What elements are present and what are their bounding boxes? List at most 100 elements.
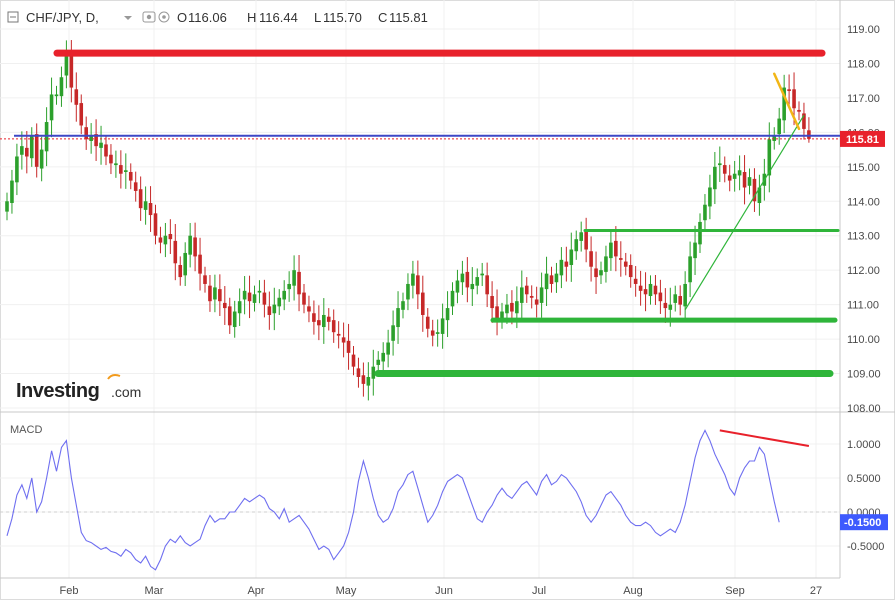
candle-body — [534, 299, 539, 305]
candle-body — [114, 163, 118, 166]
candle-body — [599, 270, 603, 276]
high-label: H — [247, 10, 256, 25]
macd-tick-label: 1.0000 — [847, 439, 881, 451]
candle-body — [663, 302, 668, 309]
gear-icon-center — [162, 15, 166, 19]
candle-body — [109, 154, 113, 164]
time-tick-label: 27 — [810, 585, 822, 597]
candle-body — [297, 271, 301, 295]
collapse-icon[interactable] — [7, 11, 19, 23]
macd-grid — [0, 443, 840, 547]
macd-series — [6, 429, 810, 571]
logo-swoosh — [107, 374, 121, 380]
low-label: L — [314, 10, 321, 25]
candle-body — [609, 242, 613, 259]
macd-divergence-line — [719, 429, 810, 448]
candle-body — [376, 359, 381, 365]
candle-body — [99, 142, 103, 148]
time-tick-label: Mar — [145, 585, 164, 597]
candle-body — [89, 135, 93, 141]
candle-body — [584, 230, 588, 250]
candle-body — [326, 316, 331, 322]
last-price-tag-box — [840, 130, 885, 147]
macd-line — [6, 429, 780, 571]
candle-body — [15, 156, 19, 183]
candle-body — [10, 180, 14, 203]
eye-icon[interactable] — [142, 11, 156, 23]
trendline — [684, 114, 805, 311]
candle-body — [668, 304, 673, 310]
candle-body — [371, 366, 376, 379]
candle-body — [450, 290, 455, 307]
candle-body — [158, 237, 163, 243]
candle-body — [29, 135, 34, 159]
candle-body — [520, 287, 524, 303]
candle-body — [307, 306, 311, 312]
candle-body — [643, 289, 648, 295]
candle-body — [425, 316, 430, 329]
candle-body — [381, 352, 385, 362]
time-tick-label: Jul — [532, 585, 546, 597]
candle-body — [500, 311, 504, 321]
candle-body — [480, 273, 484, 276]
candle-body — [490, 296, 494, 309]
candle-body — [703, 204, 707, 221]
candle-body — [257, 290, 262, 293]
price-tick-label: 114.00 — [847, 196, 880, 208]
candle-body — [178, 265, 183, 278]
candle-body — [742, 171, 747, 188]
candle-body — [747, 177, 752, 186]
candle-body — [421, 292, 425, 315]
candle-body — [485, 275, 489, 295]
price-axis: 108.00 109.00 110.00 111.00 112.00 113.00 114.… — [847, 24, 881, 415]
candle-body — [203, 275, 207, 284]
candle-body — [84, 127, 88, 140]
candle-body — [173, 240, 178, 264]
candle-body — [727, 175, 732, 181]
candle-body — [787, 89, 791, 92]
time-tick-label: Aug — [623, 585, 643, 597]
candle-body — [579, 232, 583, 241]
last-price-tag-text: 115.81 — [846, 134, 879, 146]
last-macd-tag: -0.1500 — [840, 514, 888, 531]
chevron-down-icon[interactable] — [124, 16, 132, 20]
candle-body — [39, 149, 44, 169]
investing-logo: Investing .com — [16, 374, 141, 402]
candle-body — [564, 261, 569, 267]
low-value: 115.70 — [323, 10, 362, 25]
candle-body — [411, 273, 415, 286]
price-tick-label: 117.00 — [847, 93, 880, 105]
candle-body — [366, 376, 371, 386]
macd-tick-label: -0.5000 — [847, 541, 884, 553]
candle-body — [475, 277, 480, 286]
candle-body — [807, 130, 811, 139]
candle-body — [391, 325, 395, 341]
candle-body — [227, 306, 232, 326]
time-tick-label: Feb — [60, 585, 79, 597]
candle-body — [59, 77, 64, 97]
candle-body — [168, 234, 173, 240]
high-value: 116.44 — [259, 10, 298, 25]
candle-body — [455, 280, 460, 293]
candle-body — [223, 302, 227, 309]
candle-body — [683, 283, 687, 307]
gear-icon[interactable] — [158, 11, 170, 23]
candle-body — [282, 290, 286, 300]
candle-body — [25, 147, 29, 157]
candle-body — [544, 273, 549, 290]
candle-body — [69, 54, 74, 88]
price-tick-label: 115.00 — [847, 162, 880, 174]
candle-body — [247, 292, 252, 302]
candle-body — [737, 170, 742, 176]
candle-body — [688, 256, 692, 283]
candle-body — [336, 333, 341, 336]
candle-body — [386, 342, 390, 355]
candle-body — [722, 165, 727, 174]
candle-body — [678, 296, 682, 305]
candle-body — [208, 285, 212, 302]
price-tick-label: 108.00 — [847, 403, 881, 415]
candlestick-series — [5, 40, 811, 401]
candle-body — [470, 283, 475, 290]
candle-body — [698, 221, 702, 245]
candle-body — [772, 135, 777, 141]
